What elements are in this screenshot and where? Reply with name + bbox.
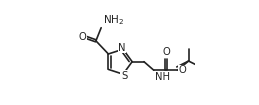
- Text: O: O: [179, 65, 187, 75]
- Text: N: N: [118, 43, 126, 53]
- Text: O: O: [162, 47, 170, 57]
- Text: O: O: [78, 32, 86, 42]
- Text: NH$_2$: NH$_2$: [103, 13, 124, 27]
- Text: S: S: [121, 71, 127, 81]
- Text: NH: NH: [155, 72, 170, 81]
